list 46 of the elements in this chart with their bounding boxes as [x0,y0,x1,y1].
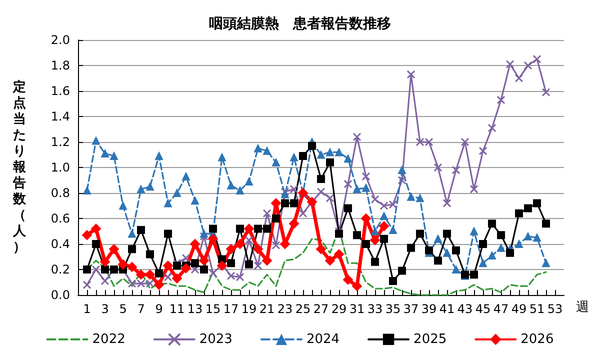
x-tick-label: 45 [475,302,491,316]
y-tick-label: 1.0 [50,160,70,174]
y-tick-label: 2.0 [50,33,70,47]
x-tick-label: 5 [119,302,127,316]
y-tick-label: 1.2 [50,135,70,149]
x-tick-label: 17 [223,302,239,316]
x-tick-label: 47 [493,302,509,316]
x-tick-label: 35 [385,302,401,316]
x-tick-label: 13 [187,302,203,316]
x-tick-label: 23 [277,302,293,316]
x-tick-label: 1 [83,302,91,316]
x-tick-label: 19 [241,302,257,316]
x-tick-label: 51 [529,302,545,316]
y-tick-label: 0.2 [50,262,70,276]
y-tick-label: 1.4 [50,110,70,124]
x-tick-label: 37 [403,302,419,316]
x-tick-label: 39 [421,302,437,316]
x-tick-label: 3 [101,302,109,316]
x-tick-label: 33 [367,302,383,316]
y-tick-label: 0.6 [50,212,70,226]
x-tick-label: 53 [547,302,563,316]
x-tick-label: 41 [439,302,455,316]
x-tick-label: 21 [259,302,275,316]
legend-label: 2022 [92,332,126,347]
legend-label: 2023 [199,332,232,347]
x-tick-label: 49 [511,302,527,316]
text: 定点当たり報告数（人） [13,80,26,255]
y-tick-label: 0.8 [50,186,70,200]
x-tick-label: 15 [205,302,221,316]
x-tick-label: 25 [295,302,311,316]
x-tick-label: 11 [169,302,185,316]
x-tick-label: 27 [313,302,329,316]
x-tick-label: 7 [137,302,145,316]
y-tick-label: 1.8 [50,58,70,72]
legend-label: 2025 [414,332,447,347]
chart-title: 咽頭結膜熱 患者報告数推移 [209,16,391,32]
x-tick-label: 43 [457,302,473,316]
y-tick-label: 0.0 [50,288,70,302]
x-tick-label: 9 [155,302,163,316]
x-axis-title: 週 [576,300,589,315]
x-tick-label: 31 [349,302,365,316]
y-tick-label: 1.6 [50,84,70,98]
legend-label: 2026 [520,332,554,347]
x-tick-label: 29 [331,302,347,316]
legend-label: 2024 [306,332,340,347]
y-tick-label: 0.4 [50,237,70,251]
